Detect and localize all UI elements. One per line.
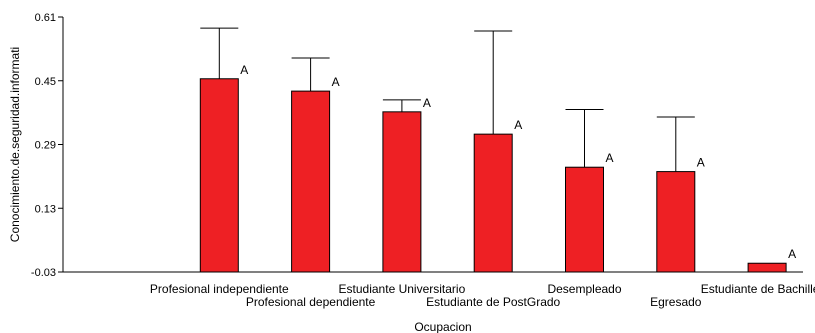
x-axis-title: Ocupacion (414, 320, 471, 333)
y-tick-label: 0.61 (35, 12, 56, 24)
category-label: Desempleado (547, 282, 621, 296)
y-axis-title: Conocimiento.de.seguridad.informati (8, 47, 22, 242)
bar (291, 90, 331, 273)
category-label: Egresado (650, 295, 702, 309)
group-letters: A A A A A A A (240, 63, 796, 261)
bar (382, 111, 422, 273)
category-label: Profesional independiente (150, 282, 289, 296)
y-axis: -0.03 0.13 0.29 0.45 0.61 (31, 12, 64, 279)
group-letter: A (514, 118, 522, 132)
y-tick-label: 0.29 (35, 140, 56, 152)
bar (473, 133, 513, 273)
category-label: Estudiante de PostGrado (426, 295, 560, 309)
bar (199, 78, 239, 273)
bar (565, 166, 604, 273)
y-tick-label: -0.03 (31, 267, 56, 279)
group-letter: A (788, 247, 796, 261)
bar (747, 262, 787, 273)
group-letter: A (606, 151, 614, 165)
group-letter: A (240, 63, 248, 77)
category-label: Estudiante de Bachillerat (701, 282, 815, 296)
group-letter: A (423, 96, 431, 110)
error-bars (200, 27, 695, 172)
group-letter: A (332, 75, 340, 89)
y-tick-label: 0.45 (35, 76, 56, 88)
group-letter: A (697, 156, 705, 170)
category-label: Profesional dependiente (246, 295, 376, 309)
y-tick-label: 0.13 (35, 203, 56, 215)
bar (656, 171, 696, 273)
category-label: Estudiante Universitario (339, 282, 466, 296)
bars (199, 78, 787, 273)
